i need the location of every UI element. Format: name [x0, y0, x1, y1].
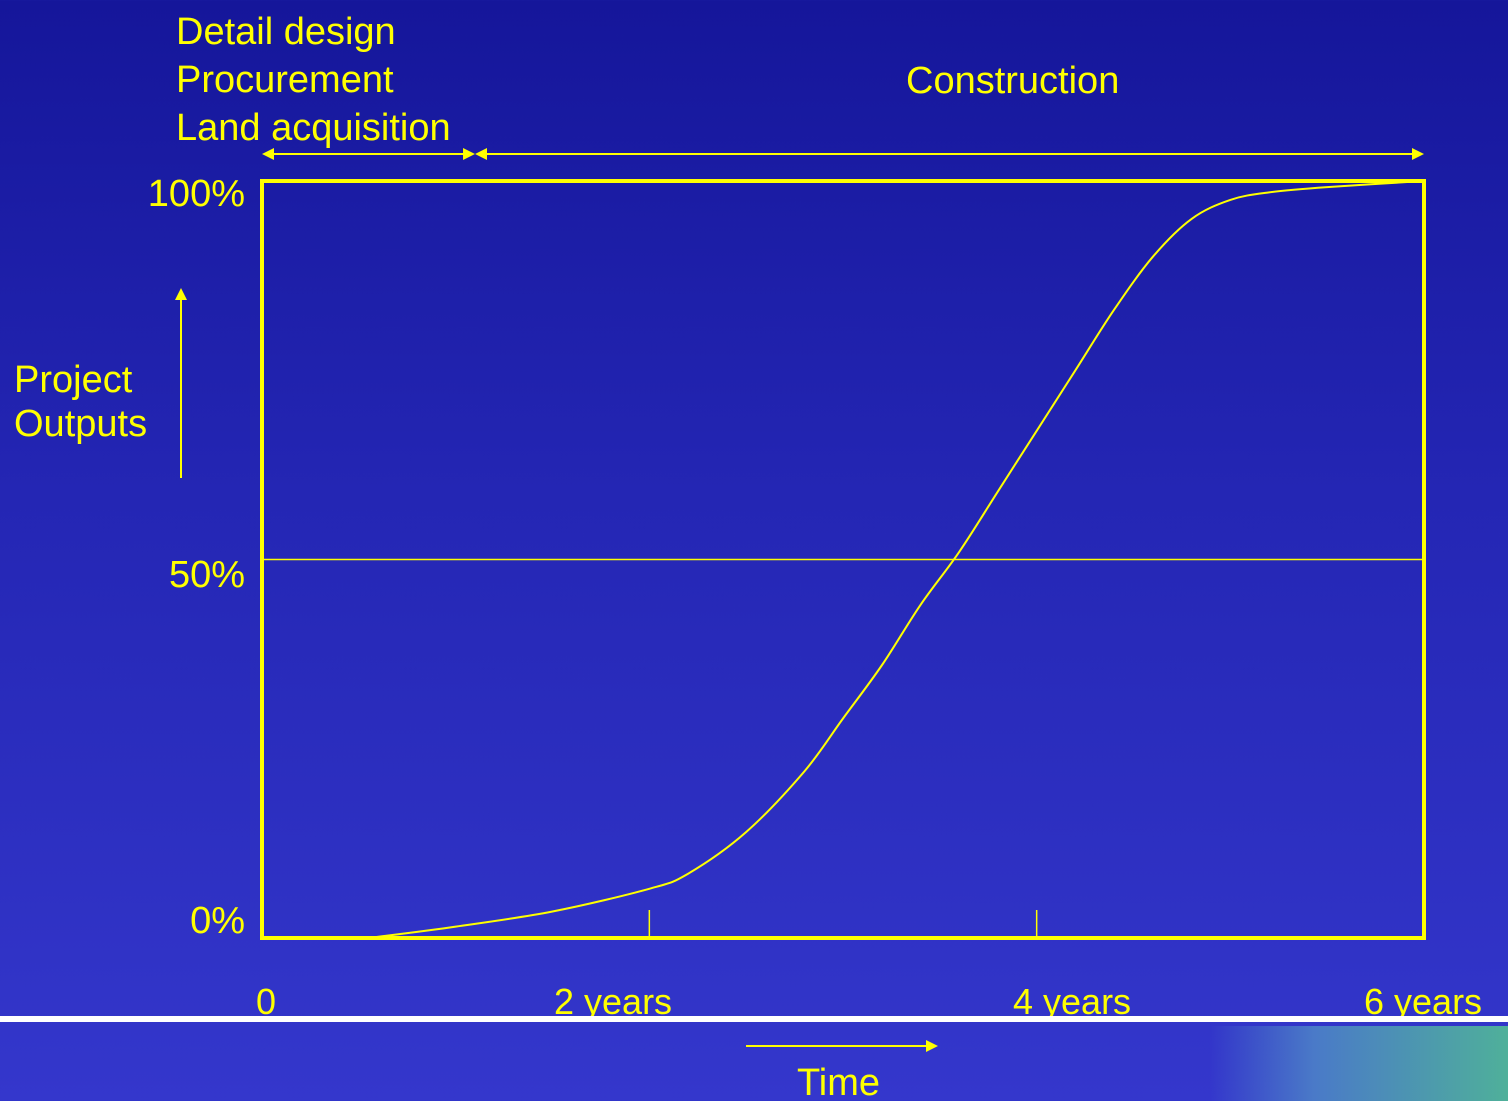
- x-tick-label-4-years: 4 years: [1013, 981, 1132, 1022]
- phase-label-construction: Construction: [906, 62, 1119, 100]
- series-line-project-outputs: [368, 180, 1425, 939]
- x-axis-label: Time: [797, 1062, 881, 1101]
- x-tick-label-2-years: 2 years: [554, 981, 673, 1022]
- y-tick-label-50: 50%: [168, 554, 245, 596]
- x-tick-label-6-years: 6 years: [1364, 981, 1483, 1022]
- phase-label-line: Procurement: [176, 59, 394, 101]
- y-tick-label-0: 0%: [190, 900, 245, 942]
- footer-accent-gradient: [1210, 1026, 1508, 1101]
- x-inner-ticks: [648, 910, 1038, 938]
- y-tick-label-100: 100%: [147, 173, 245, 215]
- phase-label-line: Construction: [906, 60, 1120, 102]
- x-tick-label-0: 0: [256, 981, 277, 1022]
- phase-label-line: Detail design: [176, 11, 396, 53]
- y-axis-label: Project Outputs: [14, 359, 148, 445]
- phase-label-pre-construction: Detail design Procurement Land acquisiti…: [176, 8, 451, 152]
- footer-divider: [0, 1016, 1508, 1022]
- phase-label-line: Land acquisition: [176, 107, 451, 149]
